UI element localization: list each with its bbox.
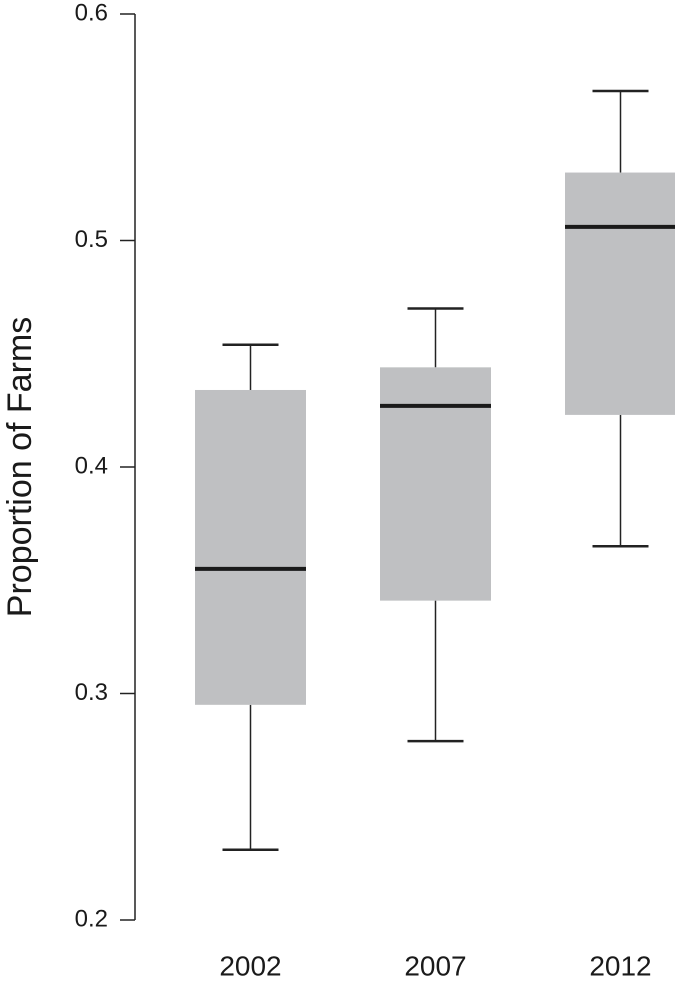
x-tick-label: 2012 (589, 950, 651, 981)
box (565, 172, 675, 415)
y-tick-label: 0.4 (75, 452, 108, 479)
y-axis-label: Proportion of Farms (1, 317, 39, 617)
x-tick-label: 2002 (219, 950, 281, 981)
box (380, 367, 491, 601)
y-tick-label: 0.2 (75, 905, 108, 932)
y-tick-label: 0.6 (75, 0, 108, 26)
y-tick-label: 0.3 (75, 679, 108, 706)
box (195, 389, 306, 705)
y-tick-label: 0.5 (75, 226, 108, 253)
x-tick-label: 2007 (404, 950, 466, 981)
